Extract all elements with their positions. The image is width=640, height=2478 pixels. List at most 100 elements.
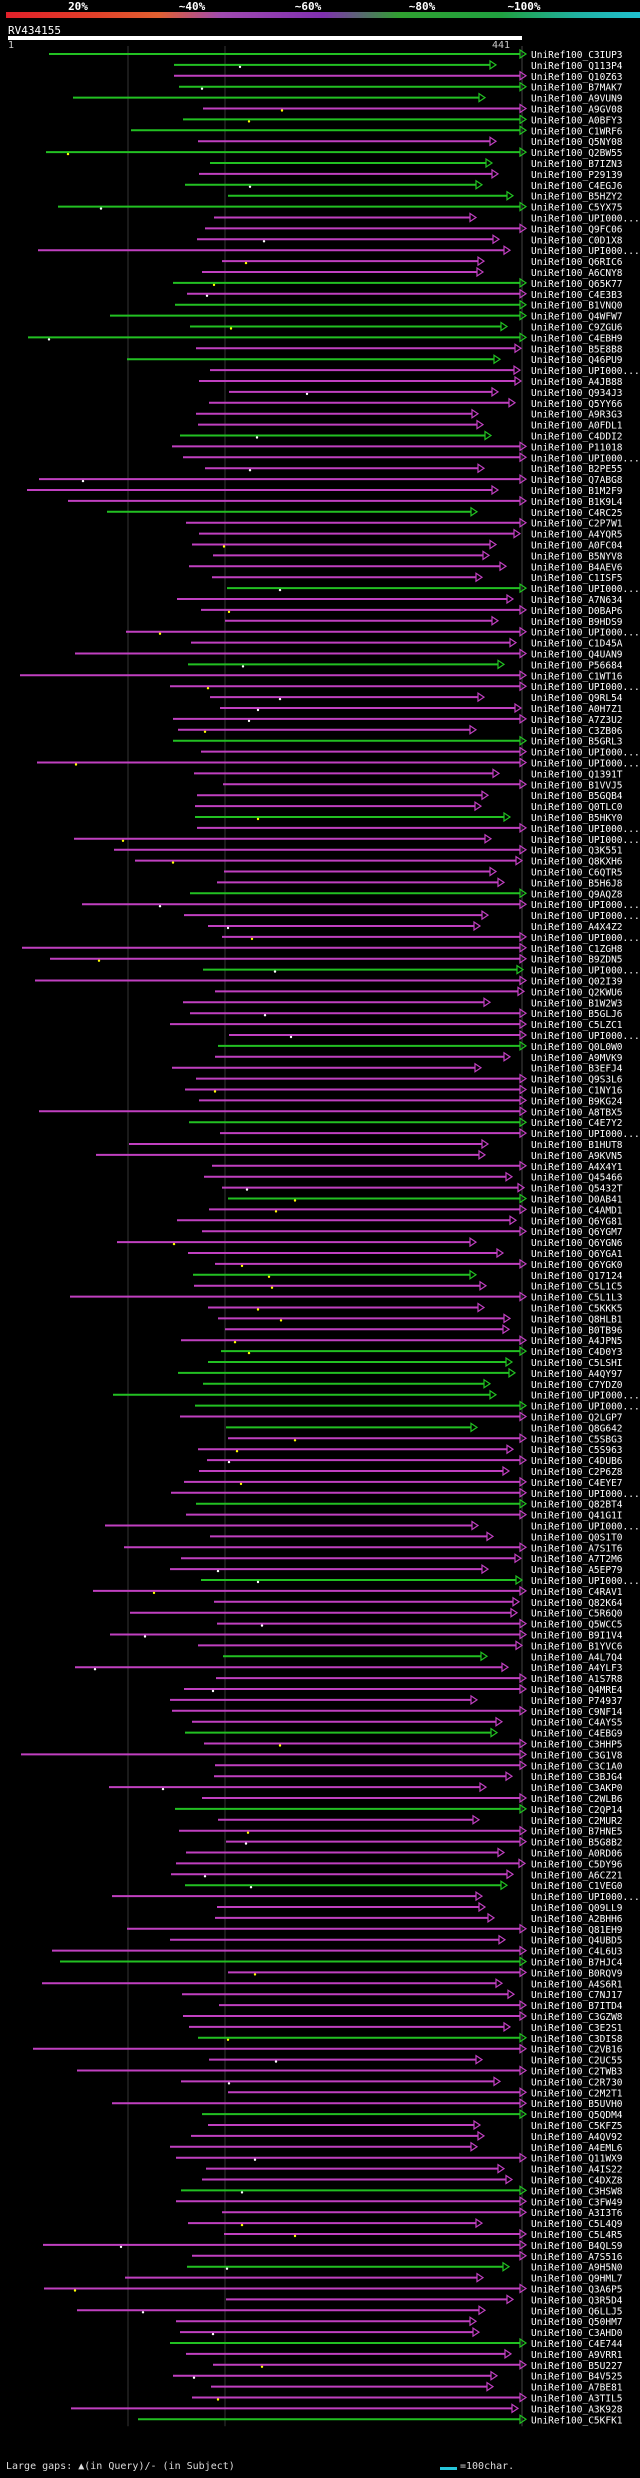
alignment-row[interactable]: UniRef100_C5LZC1 <box>170 1018 623 1031</box>
hit-name[interactable]: UniRef100_Q4WFW7 <box>531 312 623 323</box>
hit-name[interactable]: UniRef100_A9KVN5 <box>531 1151 623 1162</box>
hit-name[interactable]: UniRef100_C3BJG4 <box>531 1772 623 1783</box>
alignment-row[interactable]: UniRef100_B1W2W3 <box>183 997 623 1009</box>
alignment-row[interactable]: UniRef100_Q09LL9 <box>217 1901 623 1914</box>
alignment-row[interactable]: UniRef100_UPI000... <box>126 626 640 639</box>
hit-name[interactable]: UniRef100_B5U227 <box>531 2361 623 2372</box>
alignment-row[interactable]: UniRef100_C5R6Q0 <box>130 1607 623 1620</box>
hit-name[interactable]: UniRef100_A4QY97 <box>531 1369 623 1380</box>
hit-name[interactable]: UniRef100_Q113P4 <box>531 61 623 72</box>
alignment-row[interactable]: UniRef100_UPI000... <box>227 582 640 595</box>
hit-name[interactable]: UniRef100_C1NY16 <box>531 1086 623 1097</box>
alignment-row[interactable]: UniRef100_C5L1L3 <box>70 1291 623 1304</box>
alignment-row[interactable]: UniRef100_Q45466 <box>204 1171 623 1184</box>
hit-name[interactable]: UniRef100_C5KFZ5 <box>531 2121 623 2132</box>
hit-name[interactable]: UniRef100_Q6YGK0 <box>531 1260 623 1271</box>
alignment-row[interactable]: UniRef100_A3K928 <box>71 2403 623 2415</box>
alignment-row[interactable]: UniRef100_C9ZGU6 <box>190 321 623 334</box>
hit-name[interactable]: UniRef100_C5LSHI <box>531 1358 623 1369</box>
alignment-row[interactable]: UniRef100_B1HUT8 <box>129 1138 623 1151</box>
hit-name[interactable]: UniRef100_Q5NY08 <box>531 137 623 148</box>
alignment-row[interactable]: UniRef100_B1VNQ0 <box>175 299 623 312</box>
alignment-row[interactable]: UniRef100_B5HKY0 <box>195 811 623 824</box>
alignment-row[interactable]: UniRef100_B5GQB4 <box>197 790 623 802</box>
alignment-row[interactable]: UniRef100_UPI000... <box>201 746 640 759</box>
hit-name[interactable]: UniRef100_A0FDL1 <box>531 421 623 432</box>
alignment-row[interactable]: UniRef100_A2BHH6 <box>215 1912 623 1925</box>
hit-name[interactable]: UniRef100_Q10Z63 <box>531 72 623 83</box>
hit-name[interactable]: UniRef100_C5L1C5 <box>531 1282 623 1293</box>
hit-name[interactable]: UniRef100_C3G1V8 <box>531 1750 623 1761</box>
alignment-row[interactable]: UniRef100_A0FC04 <box>192 539 623 552</box>
hit-name[interactable]: UniRef100_A4YQR5 <box>531 530 623 541</box>
hit-name[interactable]: UniRef100_Q9FC06 <box>531 224 623 235</box>
hit-name[interactable]: UniRef100_Q02I39 <box>531 977 623 988</box>
alignment-row[interactable]: UniRef100_C4DUB6 <box>207 1454 623 1467</box>
hit-name[interactable]: UniRef100_A4EML6 <box>531 2143 623 2154</box>
hit-name[interactable]: UniRef100_Q3A6P5 <box>531 2285 623 2296</box>
alignment-row[interactable]: UniRef100_C4EGJ6 <box>185 179 623 192</box>
hit-name[interactable]: UniRef100_C4E3B3 <box>531 290 623 301</box>
alignment-row[interactable]: UniRef100_C2M2T1 <box>228 2087 623 2099</box>
hit-name[interactable]: UniRef100_C3E2S1 <box>531 2023 623 2034</box>
alignment-row[interactable]: UniRef100_B5GRL3 <box>173 735 623 748</box>
hit-name[interactable]: UniRef100_B1M2F9 <box>531 486 623 497</box>
hit-name[interactable]: UniRef100_A6CZ21 <box>531 1870 623 1881</box>
hit-name[interactable]: UniRef100_UPI000... <box>531 759 640 770</box>
alignment-row[interactable]: UniRef100_B5HZY2 <box>228 190 623 203</box>
alignment-row[interactable]: UniRef100_C2P6Z8 <box>199 1465 623 1478</box>
alignment-row[interactable]: UniRef100_C7YDZ0 <box>203 1378 623 1391</box>
alignment-row[interactable]: UniRef100_A4JB88 <box>199 375 623 388</box>
hit-name[interactable]: UniRef100_UPI000... <box>531 1129 640 1140</box>
hit-name[interactable]: UniRef100_C2UC55 <box>531 2056 623 2067</box>
hit-name[interactable]: UniRef100_B4QLS9 <box>531 2241 623 2252</box>
hit-name[interactable]: UniRef100_A0RD06 <box>531 1849 623 1860</box>
alignment-row[interactable]: UniRef100_C5L4Q9 <box>188 2217 623 2230</box>
alignment-row[interactable]: UniRef100_UPI000... <box>82 899 640 911</box>
hit-name[interactable]: UniRef100_A9H5N0 <box>531 2263 623 2274</box>
hit-name[interactable]: UniRef100_C3C1A0 <box>531 1761 623 1772</box>
alignment-row[interactable]: UniRef100_C5KFZ5 <box>208 2119 623 2132</box>
alignment-row[interactable]: UniRef100_C4EYE7 <box>184 1476 623 1489</box>
hit-name[interactable]: UniRef100_UPI000... <box>531 1031 640 1042</box>
alignment-row[interactable]: UniRef100_B3EFJ4 <box>172 1062 623 1075</box>
hit-name[interactable]: UniRef100_B5G8B2 <box>531 1838 623 1849</box>
alignment-row[interactable]: UniRef100_P29139 <box>199 168 623 181</box>
hit-name[interactable]: UniRef100_Q4UAN9 <box>531 650 623 661</box>
hit-name[interactable]: UniRef100_C4DDI2 <box>531 432 623 443</box>
alignment-row[interactable]: UniRef100_B5U227 <box>213 2359 623 2372</box>
alignment-row[interactable]: UniRef100_C5YX75 <box>58 201 623 214</box>
hit-name[interactable]: UniRef100_UPI000... <box>531 366 640 377</box>
hit-name[interactable]: UniRef100_Q5YY66 <box>531 399 623 410</box>
hit-name[interactable]: UniRef100_Q6LLJ5 <box>531 2306 623 2317</box>
hit-name[interactable]: UniRef100_UPI000... <box>531 214 640 225</box>
alignment-row[interactable]: UniRef100_A4YQR5 <box>199 528 623 541</box>
hit-name[interactable]: UniRef100_B7HJC4 <box>531 1958 623 1969</box>
hit-name[interactable]: UniRef100_C5DY96 <box>531 1859 623 1870</box>
alignment-row[interactable]: UniRef100_C4EBH9 <box>28 332 623 344</box>
alignment-row[interactable]: UniRef100_C3DIS8 <box>198 2032 623 2045</box>
alignment-row[interactable]: UniRef100_C2MUR2 <box>218 1814 623 1827</box>
alignment-row[interactable]: UniRef100_UPI000... <box>105 1520 640 1533</box>
alignment-row[interactable]: UniRef100_B5UVH0 <box>112 2098 623 2110</box>
alignment-row[interactable]: UniRef100_Q9S3L6 <box>196 1073 623 1086</box>
alignment-row[interactable]: UniRef100_A9MVK9 <box>215 1051 623 1064</box>
alignment-row[interactable]: UniRef100_Q41G1I <box>186 1509 623 1522</box>
hit-name[interactable]: UniRef100_C1ZGH8 <box>531 944 623 955</box>
hit-name[interactable]: UniRef100_A4L7Q4 <box>531 1652 623 1663</box>
hit-name[interactable]: UniRef100_Q2BW55 <box>531 148 623 159</box>
hit-name[interactable]: UniRef100_B0TB96 <box>531 1325 623 1336</box>
alignment-row[interactable]: UniRef100_Q3K551 <box>114 844 623 857</box>
hit-name[interactable]: UniRef100_C1D45A <box>531 639 623 650</box>
hit-name[interactable]: UniRef100_B1YVC6 <box>531 1641 623 1652</box>
alignment-row[interactable]: UniRef100_A9KVN5 <box>96 1149 623 1162</box>
hit-name[interactable]: UniRef100_C7YDZ0 <box>531 1380 623 1391</box>
hit-name[interactable]: UniRef100_UPI000... <box>531 682 640 693</box>
hit-name[interactable]: UniRef100_Q8KXH6 <box>531 857 623 868</box>
alignment-row[interactable]: UniRef100_P11018 <box>172 441 623 453</box>
alignment-row[interactable]: UniRef100_UPI000... <box>201 1574 640 1587</box>
hit-name[interactable]: UniRef100_UPI000... <box>531 835 640 846</box>
hit-name[interactable]: UniRef100_C1WRF6 <box>531 126 623 137</box>
alignment-row[interactable]: UniRef100_A4S6R1 <box>42 1978 623 1990</box>
hit-name[interactable]: UniRef100_UPI000... <box>531 824 640 835</box>
